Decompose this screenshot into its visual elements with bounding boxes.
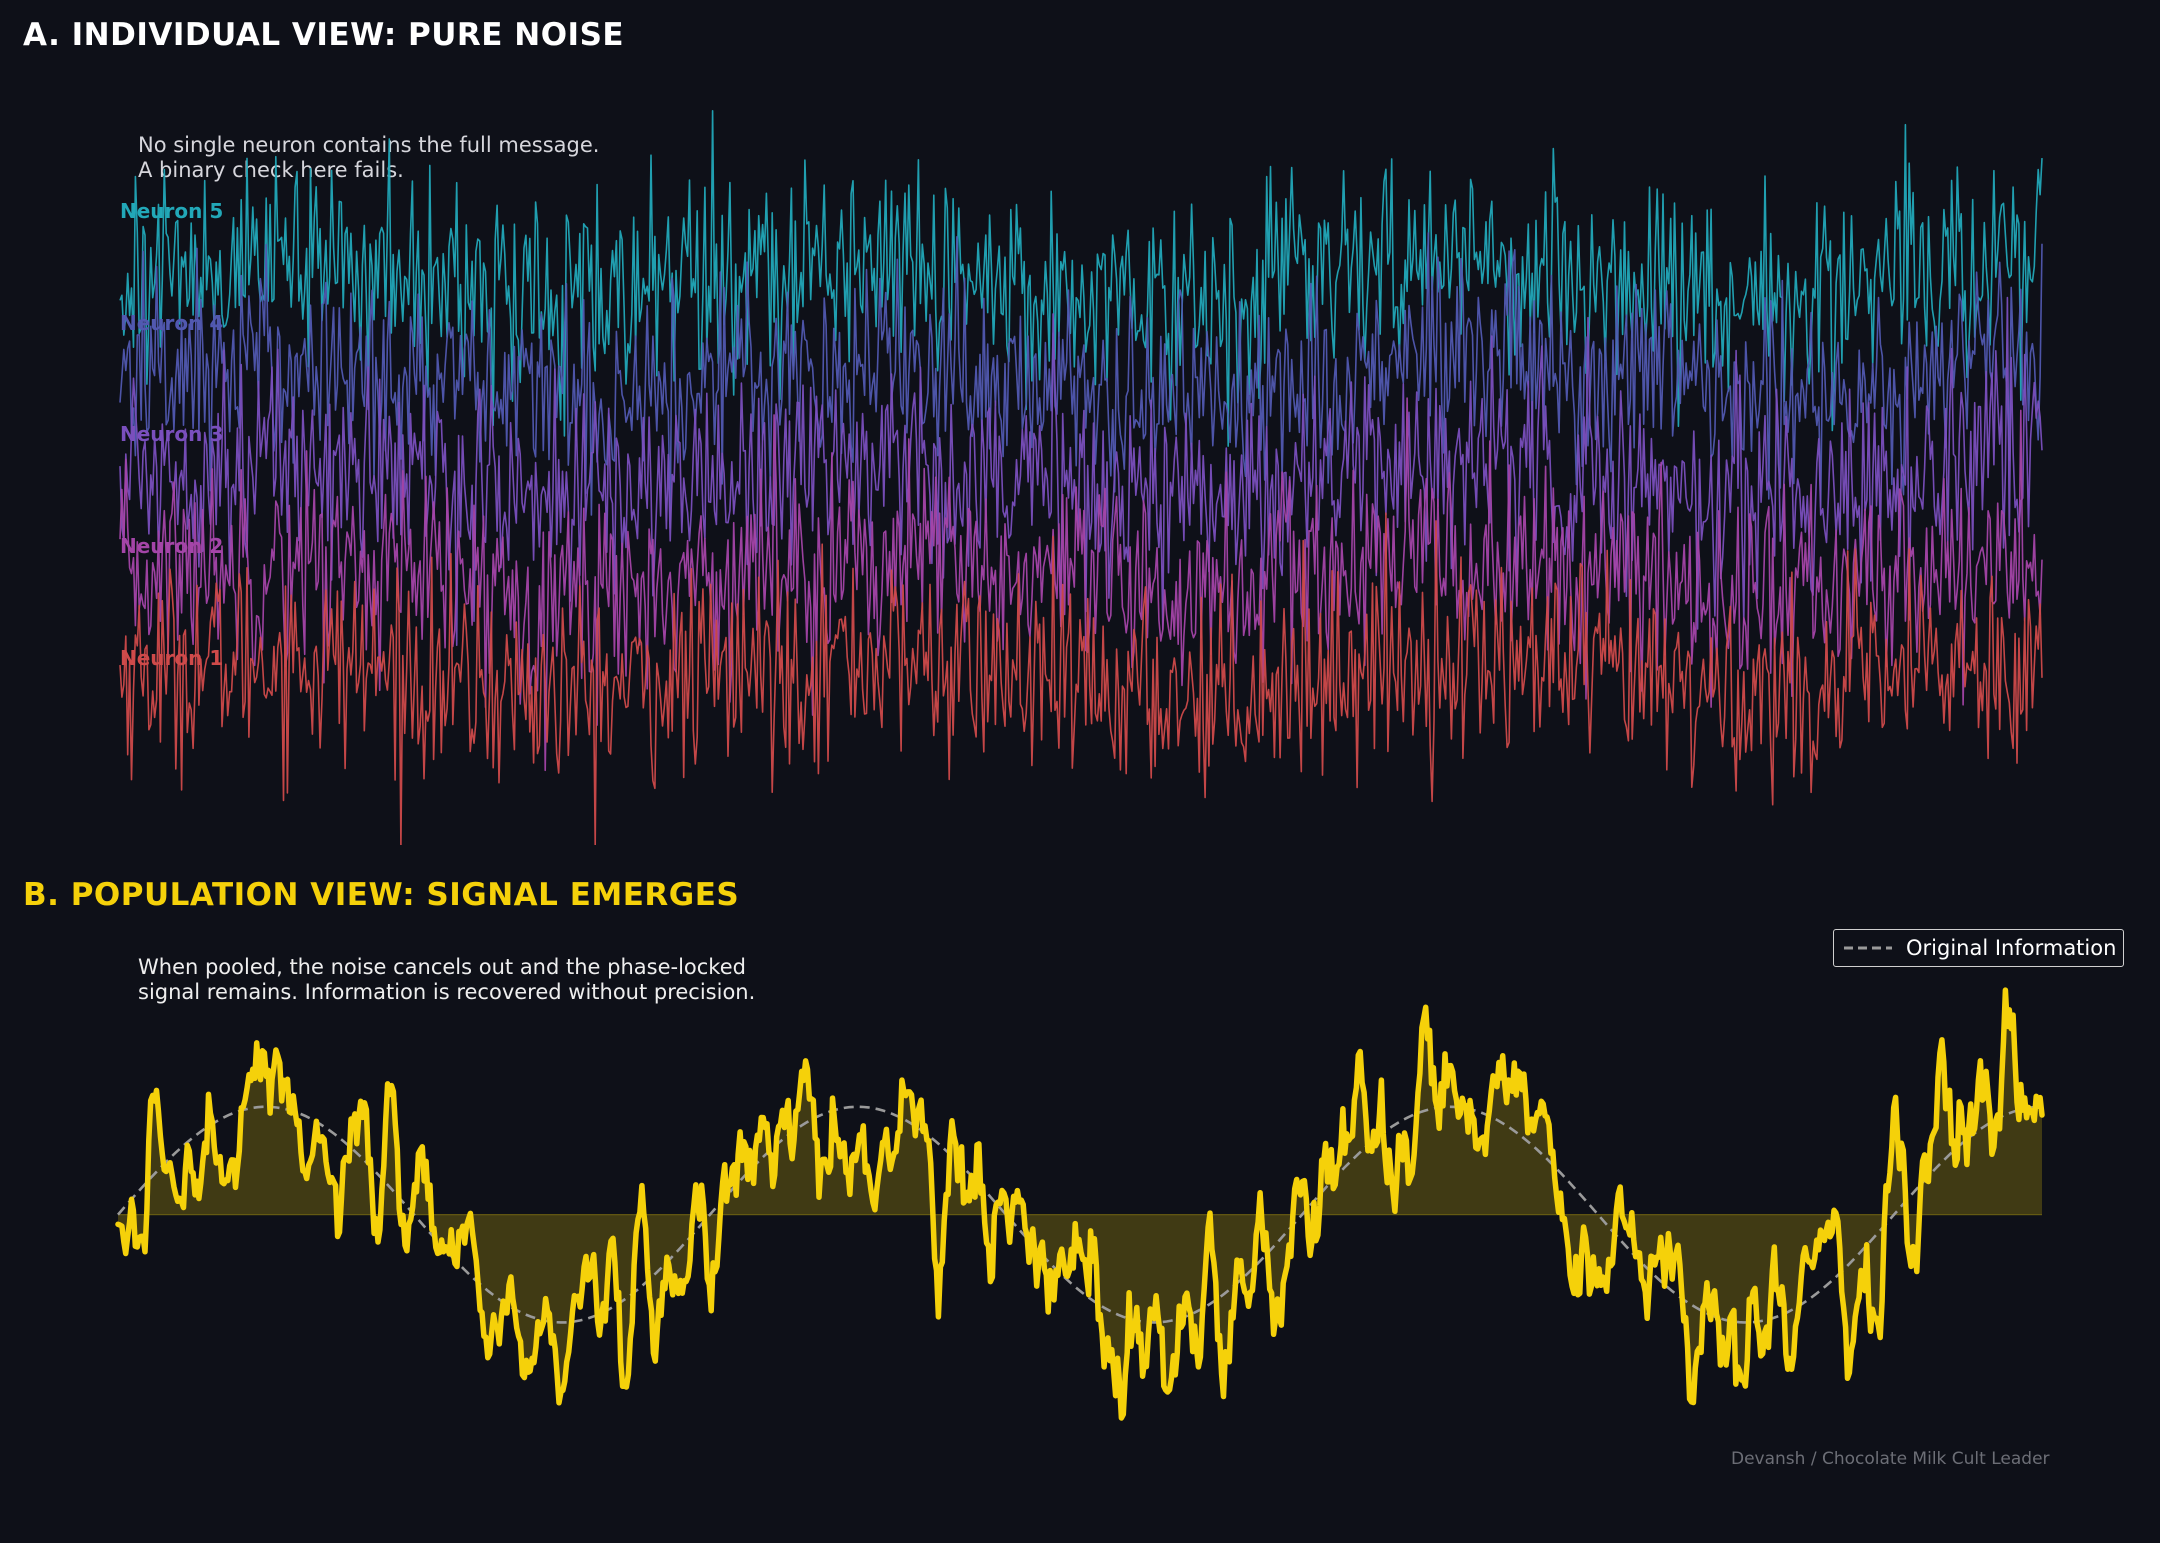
chart-legend: Original Information <box>1833 929 2124 967</box>
neuron-trace-5 <box>119 110 2043 447</box>
panel-b-title: B. POPULATION VIEW: SIGNAL EMERGES <box>23 877 740 913</box>
panel-a-note: No single neuron contains the full messa… <box>138 133 599 183</box>
dashed-line-legend-icon <box>1844 946 1892 950</box>
neuron-label-2: Neuron 2 <box>120 534 224 558</box>
original-information-line <box>117 1105 2043 1324</box>
neuron-traces-chart <box>119 110 2043 845</box>
panel-b-note-line2: signal remains. Information is recovered… <box>138 980 756 1004</box>
panel-b-note-line1: When pooled, the noise cancels out and t… <box>138 955 746 979</box>
panel-a-note-line2: A binary check here fails. <box>138 158 404 182</box>
neuron-label-1: Neuron 1 <box>120 646 224 670</box>
neuron-trace-2 <box>119 397 2043 772</box>
neuron-trace-4 <box>119 232 2043 529</box>
neuron-trace-3 <box>119 296 2043 647</box>
population-signal-fill <box>118 990 2042 1418</box>
neuron-label-3: Neuron 3 <box>120 422 224 446</box>
panel-a-title: A. INDIVIDUAL VIEW: PURE NOISE <box>23 17 625 53</box>
credit-text: Devansh / Chocolate Milk Cult Leader <box>1731 1449 2050 1469</box>
panel-b-note: When pooled, the noise cancels out and t… <box>138 955 755 1005</box>
legend-label-original-information: Original Information <box>1906 936 2117 960</box>
neuron-label-4: Neuron 4 <box>120 311 224 335</box>
neuron-trace-1 <box>119 512 2043 845</box>
panel-a-note-line1: No single neuron contains the full messa… <box>138 133 600 157</box>
neuron-label-5: Neuron 5 <box>120 199 224 223</box>
population-signal-line <box>115 987 2045 1421</box>
